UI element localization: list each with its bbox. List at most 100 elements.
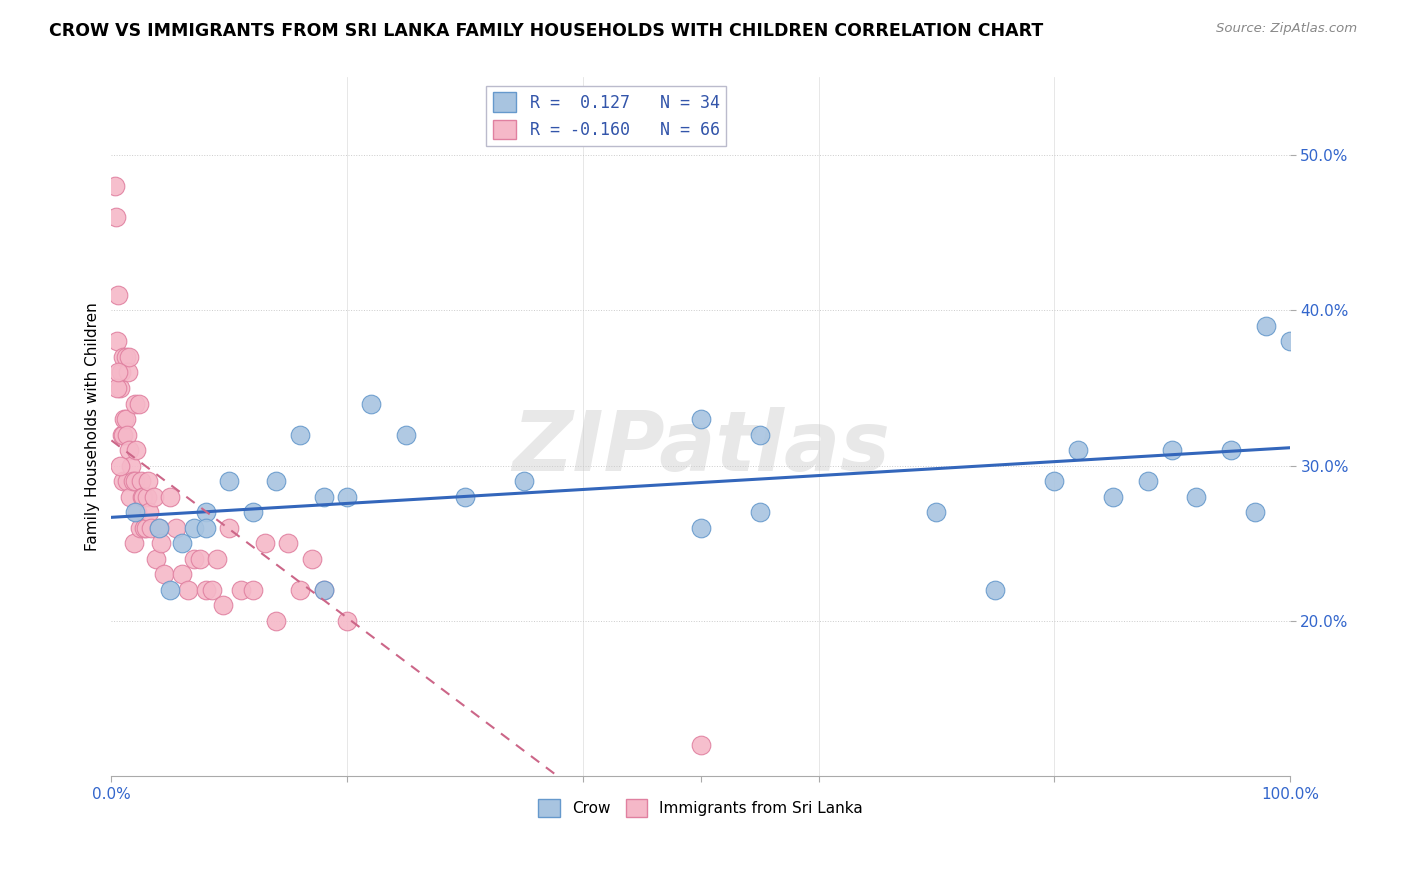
Point [134,521,156,535]
Point [200,582,222,597]
Point [925,505,948,519]
Point [120,490,142,504]
Point [1043,474,1066,488]
Point [118,350,141,364]
Point [136,474,159,488]
Point [112,350,135,364]
Point [242,505,264,519]
Point [118,443,141,458]
Point [104,179,127,194]
Point [253,536,276,550]
Point [129,474,152,488]
Point [124,505,146,519]
Point [1278,334,1301,349]
Point [111,427,134,442]
Point [108,458,131,473]
Point [1137,474,1160,488]
Point [1243,505,1265,519]
Point [266,614,288,628]
Point [336,490,359,504]
Point [177,582,200,597]
Point [312,582,335,597]
Point [194,521,217,535]
Point [229,582,252,597]
Point [984,582,1007,597]
Point [131,490,153,504]
Point [110,366,132,380]
Point [124,396,146,410]
Point [288,427,311,442]
Point [159,490,181,504]
Point [105,210,128,224]
Point [454,490,477,504]
Point [194,582,217,597]
Point [153,567,176,582]
Point [142,490,165,504]
Point [105,334,128,349]
Point [105,381,128,395]
Point [218,521,240,535]
Point [360,396,382,410]
Point [128,396,150,410]
Point [689,412,711,426]
Point [748,505,770,519]
Point [115,427,138,442]
Text: Source: ZipAtlas.com: Source: ZipAtlas.com [1216,22,1357,36]
Point [288,582,311,597]
Y-axis label: Family Households with Children: Family Households with Children [86,302,100,551]
Point [117,366,139,380]
Point [218,474,240,488]
Point [159,582,181,597]
Point [165,521,187,535]
Point [277,536,299,550]
Point [107,288,129,302]
Point [127,505,149,519]
Point [1067,443,1090,458]
Text: ZIPatlas: ZIPatlas [512,408,890,488]
Point [312,490,335,504]
Point [1184,490,1206,504]
Point [1220,443,1243,458]
Point [121,474,143,488]
Point [183,521,205,535]
Point [125,443,148,458]
Point [141,521,163,535]
Point [689,738,711,752]
Point [128,521,150,535]
Point [112,412,135,426]
Point [114,412,136,426]
Point [107,366,129,380]
Point [301,551,323,566]
Point [135,521,157,535]
Point [336,614,359,628]
Point [312,582,335,597]
Point [138,505,160,519]
Text: CROW VS IMMIGRANTS FROM SRI LANKA FAMILY HOUSEHOLDS WITH CHILDREN CORRELATION CH: CROW VS IMMIGRANTS FROM SRI LANKA FAMILY… [49,22,1043,40]
Point [395,427,418,442]
Point [112,427,135,442]
Point [172,536,194,550]
Point [188,551,211,566]
Point [183,551,205,566]
Point [1102,490,1125,504]
Point [115,474,138,488]
Point [108,381,131,395]
Point [1256,318,1278,333]
Point [242,582,264,597]
Point [172,567,194,582]
Point [148,521,170,535]
Point [114,350,136,364]
Point [513,474,536,488]
Point [149,536,172,550]
Point [689,521,711,535]
Point [135,490,157,504]
Point [1161,443,1184,458]
Point [748,427,770,442]
Point [212,599,235,613]
Point [112,474,135,488]
Point [120,458,142,473]
Point [194,505,217,519]
Point [122,536,145,550]
Point [207,551,229,566]
Point [145,551,167,566]
